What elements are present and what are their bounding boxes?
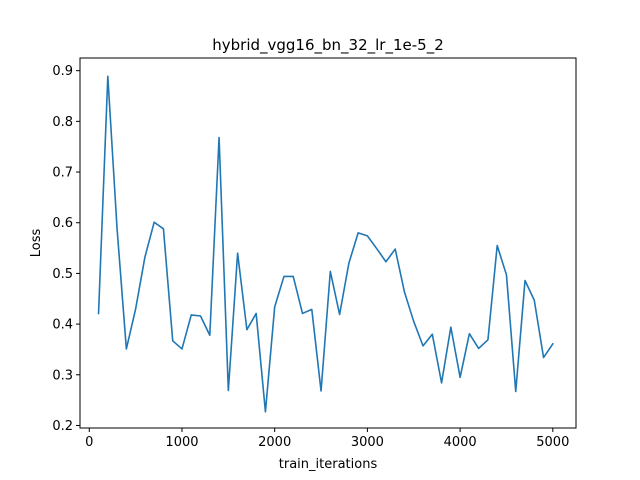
- series-line-0: [97, 75, 554, 413]
- x-axis-label: train_iterations: [279, 457, 378, 472]
- y-axis-label: Loss: [29, 229, 44, 258]
- y-tick-label: 0.7: [52, 166, 73, 181]
- x-tick-label: 5000: [536, 435, 569, 450]
- x-axis: 0 1000 2000 3000 4000 5000: [85, 428, 569, 450]
- x-tick-label: 4000: [444, 435, 477, 450]
- axes-frame: [79, 57, 577, 429]
- y-tick-label: 0.8: [52, 115, 73, 130]
- y-tick-label: 0.3: [52, 368, 73, 383]
- plot-area: [97, 75, 554, 413]
- x-tick-label: 3000: [351, 435, 384, 450]
- x-tick-label: 2000: [258, 435, 291, 450]
- x-tick-label: 0: [85, 435, 93, 450]
- y-tick-label: 0.9: [52, 64, 73, 79]
- y-tick-label: 0.4: [52, 318, 73, 333]
- y-tick-label: 0.5: [52, 267, 73, 282]
- y-tick-label: 0.2: [52, 419, 73, 434]
- y-axis: 0.2 0.3 0.4 0.5 0.6 0.7 0.8 0.9: [52, 64, 80, 434]
- chart-title: hybrid_vgg16_bn_32_lr_1e-5_2: [212, 36, 444, 55]
- x-tick-label: 1000: [165, 435, 198, 450]
- y-tick-label: 0.6: [52, 216, 73, 231]
